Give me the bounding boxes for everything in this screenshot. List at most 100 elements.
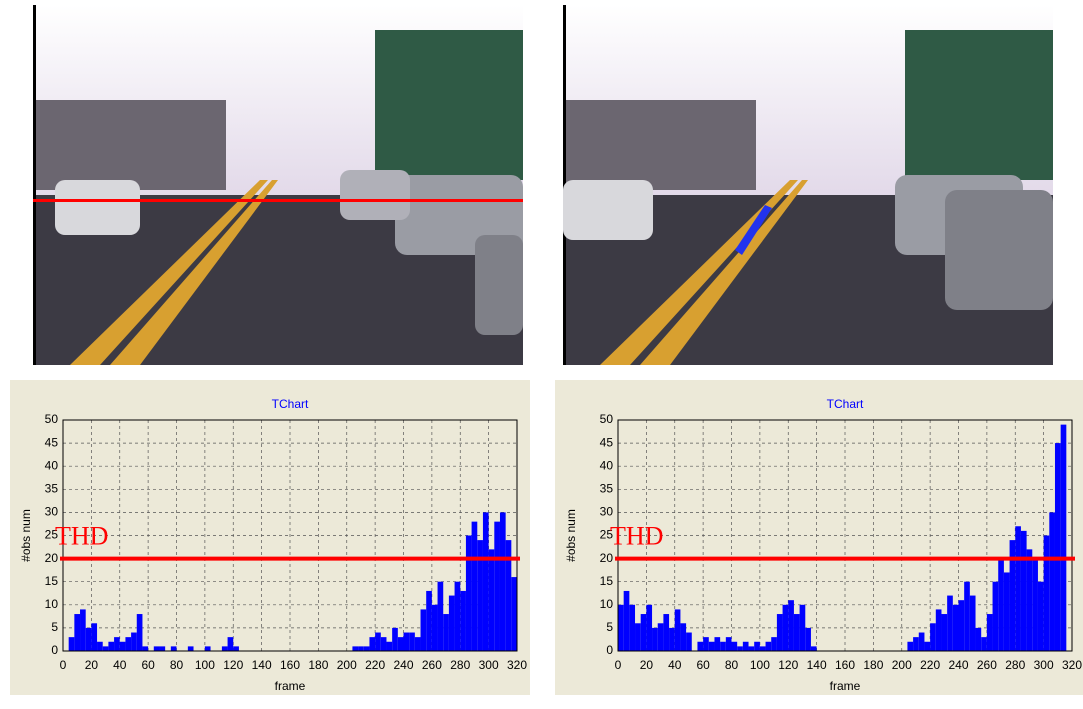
x-tick-label: 120 bbox=[223, 658, 243, 672]
bar bbox=[511, 577, 517, 651]
y-tick-label: 10 bbox=[600, 597, 614, 611]
bar bbox=[771, 637, 777, 651]
bar bbox=[415, 637, 421, 651]
x-tick-label: 280 bbox=[1005, 658, 1025, 672]
x-tick-label: 240 bbox=[393, 658, 413, 672]
x-tick-label: 300 bbox=[1034, 658, 1054, 672]
x-tick-label: 40 bbox=[668, 658, 682, 672]
x-tick-label: 260 bbox=[977, 658, 997, 672]
bar bbox=[409, 633, 415, 651]
bar bbox=[137, 614, 143, 651]
y-axis-title: #obs num bbox=[564, 509, 578, 562]
x-tick-label: 220 bbox=[365, 658, 385, 672]
bar bbox=[652, 628, 658, 651]
bar bbox=[1004, 572, 1010, 651]
x-tick-label: 100 bbox=[750, 658, 770, 672]
bar bbox=[788, 600, 794, 651]
x-tick-label: 320 bbox=[1062, 658, 1082, 672]
bar bbox=[658, 623, 664, 651]
bar bbox=[641, 614, 647, 651]
bar bbox=[953, 605, 959, 651]
bar bbox=[159, 646, 165, 651]
bar bbox=[171, 646, 177, 651]
bar bbox=[114, 637, 120, 651]
bar bbox=[993, 582, 999, 651]
x-tick-label: 140 bbox=[252, 658, 272, 672]
y-tick-label: 50 bbox=[45, 412, 59, 426]
bar bbox=[142, 646, 148, 651]
bar bbox=[358, 646, 364, 651]
bar bbox=[228, 637, 234, 651]
x-tick-label: 180 bbox=[863, 658, 883, 672]
y-tick-label: 5 bbox=[51, 620, 58, 634]
bar bbox=[754, 642, 760, 651]
bar bbox=[936, 609, 942, 651]
chart-title: TChart bbox=[827, 397, 864, 411]
bar bbox=[233, 646, 239, 651]
bar bbox=[69, 637, 75, 651]
bar bbox=[404, 633, 410, 651]
x-tick-label: 140 bbox=[807, 658, 827, 672]
bar bbox=[421, 609, 427, 651]
bar bbox=[1027, 549, 1033, 651]
x-tick-label: 160 bbox=[280, 658, 300, 672]
x-tick-label: 160 bbox=[835, 658, 855, 672]
bar bbox=[1038, 582, 1044, 651]
bar bbox=[998, 559, 1004, 651]
x-tick-label: 240 bbox=[948, 658, 968, 672]
bar bbox=[108, 642, 114, 651]
bar bbox=[987, 614, 993, 651]
bar bbox=[449, 596, 455, 651]
y-axis-title: #obs num bbox=[19, 509, 33, 562]
bar bbox=[976, 628, 982, 651]
bar bbox=[154, 646, 160, 651]
bar bbox=[392, 628, 398, 651]
bar bbox=[686, 633, 692, 651]
y-tick-label: 30 bbox=[600, 505, 614, 519]
bar bbox=[97, 642, 103, 651]
bar bbox=[760, 646, 766, 651]
x-tick-label: 20 bbox=[85, 658, 99, 672]
bar bbox=[74, 614, 80, 651]
bar bbox=[959, 600, 965, 651]
bar bbox=[777, 614, 783, 651]
bar bbox=[783, 605, 789, 651]
bar bbox=[1055, 443, 1061, 651]
bar bbox=[80, 609, 86, 651]
bar bbox=[924, 642, 930, 651]
bar bbox=[494, 522, 500, 651]
y-tick-label: 5 bbox=[606, 620, 613, 634]
y-tick-label: 40 bbox=[45, 458, 59, 472]
y-tick-label: 50 bbox=[600, 412, 614, 426]
x-tick-label: 120 bbox=[778, 658, 798, 672]
bar bbox=[646, 605, 652, 651]
bar bbox=[635, 623, 641, 651]
bar bbox=[1061, 425, 1067, 651]
x-tick-label: 200 bbox=[337, 658, 357, 672]
bar bbox=[381, 637, 387, 651]
bar bbox=[964, 582, 970, 651]
y-tick-label: 45 bbox=[45, 435, 59, 449]
bar bbox=[794, 614, 800, 651]
x-tick-label: 200 bbox=[892, 658, 912, 672]
y-tick-label: 0 bbox=[606, 643, 613, 657]
bar bbox=[743, 642, 749, 651]
bar bbox=[472, 522, 478, 651]
y-tick-label: 15 bbox=[45, 574, 59, 588]
bar bbox=[386, 642, 392, 651]
bar bbox=[709, 642, 715, 651]
x-tick-label: 220 bbox=[920, 658, 940, 672]
y-tick-label: 15 bbox=[600, 574, 614, 588]
bar bbox=[732, 642, 738, 651]
bar bbox=[1049, 512, 1055, 651]
bar bbox=[398, 637, 404, 651]
page: TChart0510152025303540455002040608010012… bbox=[0, 0, 1083, 704]
bar bbox=[800, 605, 806, 651]
bar bbox=[766, 642, 772, 651]
bar bbox=[697, 642, 703, 651]
bar bbox=[188, 646, 194, 651]
bar bbox=[675, 609, 681, 651]
bar bbox=[103, 646, 109, 651]
bar bbox=[663, 614, 669, 651]
bar bbox=[618, 605, 624, 651]
